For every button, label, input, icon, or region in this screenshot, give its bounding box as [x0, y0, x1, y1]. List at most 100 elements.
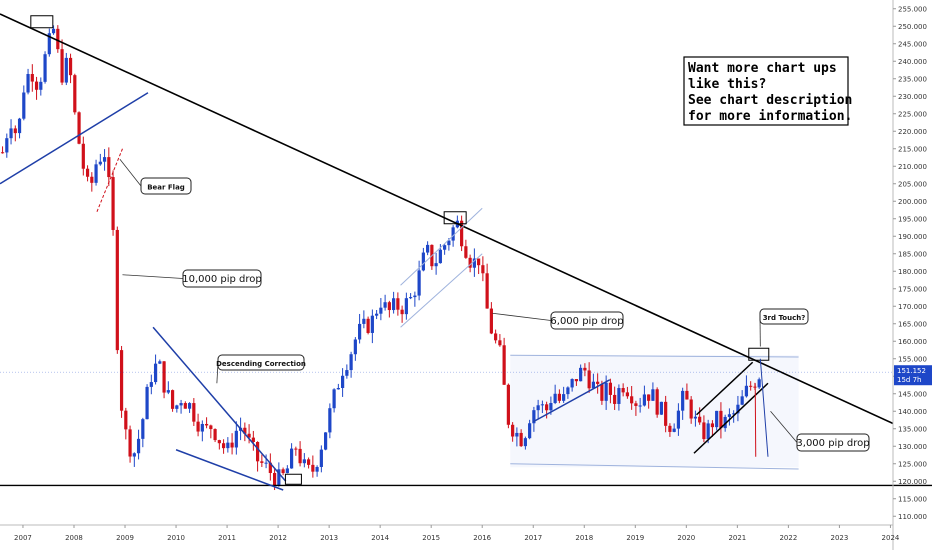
candle-body	[523, 438, 527, 447]
promo-line: Want more chart ups	[688, 61, 837, 76]
price-tick-label: 215.000	[898, 145, 927, 153]
candle-body	[170, 390, 175, 409]
candle-body	[43, 54, 47, 82]
time-tick-label: 2007	[14, 534, 32, 542]
candle-body	[528, 423, 532, 439]
time-tick-label: 2023	[831, 534, 849, 542]
candle-body	[183, 403, 187, 409]
candle-body	[540, 404, 544, 406]
candle-body	[119, 350, 124, 411]
candle-body	[22, 92, 26, 119]
pip-drop-10000-note-label: 10,000 pip drop	[182, 274, 262, 285]
pip-drop-3000-note-pointer	[770, 410, 798, 443]
candle-body	[30, 74, 34, 82]
candle-body	[56, 28, 60, 50]
candle-body	[519, 432, 523, 447]
candle-body	[579, 367, 583, 382]
candle-body	[409, 297, 413, 299]
candle-body	[204, 423, 209, 426]
time-tick-label: 2010	[167, 534, 185, 542]
red-projection-arrow	[754, 383, 757, 457]
candle-body	[358, 323, 362, 340]
bear-flag-note-pointer	[119, 159, 142, 187]
candle-body	[158, 361, 162, 364]
candle-body	[341, 375, 345, 388]
candle-body	[494, 333, 498, 341]
candle-body	[311, 464, 315, 472]
candle-body	[591, 381, 595, 389]
candle-body	[39, 81, 43, 90]
price-tick-label: 165.000	[898, 320, 927, 328]
candle-body	[600, 383, 604, 401]
range-box	[510, 355, 799, 468]
price-tick-label: 200.000	[898, 198, 927, 206]
candle-body	[566, 387, 570, 395]
bear-flag-note-box	[140, 177, 192, 195]
candle-body	[353, 339, 357, 355]
candle-body	[460, 220, 464, 247]
third-touch-note-box	[759, 308, 809, 325]
candle-body	[141, 419, 145, 439]
candle-body	[187, 403, 192, 409]
candle-body	[200, 423, 204, 432]
candle-body	[230, 442, 234, 448]
candle-body	[34, 81, 39, 90]
candle-body	[324, 432, 328, 450]
candle-body	[723, 416, 727, 429]
early-uptrend-line	[0, 92, 149, 185]
price-tick-label: 225.000	[898, 110, 927, 118]
candle-body	[81, 143, 85, 169]
candle-body	[438, 249, 442, 264]
time-tick-label: 2024	[882, 534, 900, 542]
candle-body	[51, 28, 56, 34]
time-tick-label: 2022	[779, 534, 797, 542]
price-tick-label: 220.000	[898, 128, 927, 136]
descending-lower-line	[175, 449, 284, 491]
candle-body	[668, 425, 672, 432]
touch-box-1	[30, 15, 54, 29]
candle-body	[404, 298, 408, 315]
candle-body	[693, 416, 698, 419]
candle-body	[85, 168, 90, 177]
candle-body	[468, 257, 472, 268]
candle-body	[115, 229, 119, 351]
range-top-line	[510, 354, 799, 358]
time-tick-label: 2019	[626, 534, 644, 542]
candle-body	[268, 462, 272, 473]
price-tick-label: 120.000	[898, 478, 927, 486]
price-tick-label: 210.000	[898, 163, 927, 171]
candle-body	[285, 468, 289, 474]
price-tick-label: 205.000	[898, 180, 927, 188]
touch-box-3	[748, 347, 770, 361]
candle-body	[73, 75, 77, 113]
candle-body	[485, 273, 489, 309]
time-tick-label: 2009	[116, 534, 134, 542]
last-price-label: 151.152	[897, 367, 926, 375]
candle-body	[434, 263, 438, 267]
candle-body	[294, 448, 298, 450]
pip-drop-6000-note-pointer	[492, 312, 552, 321]
price-tick-label: 145.000	[898, 390, 927, 398]
bear-flag-note-label: Bear Flag	[147, 184, 185, 192]
price-tick-label: 110.000	[898, 513, 927, 521]
candle-body	[587, 370, 591, 389]
candle-body	[515, 432, 519, 437]
candle-body	[13, 128, 17, 134]
price-tick-label: 245.000	[898, 40, 927, 48]
price-tick-label: 130.000	[898, 443, 927, 451]
candle-body	[502, 345, 506, 385]
long-downtrend-line	[0, 13, 894, 425]
candle-body	[489, 308, 493, 334]
candle-body	[685, 390, 689, 400]
candle-body	[124, 410, 128, 430]
price-tick-label: 250.000	[898, 23, 927, 31]
candle-body	[332, 389, 336, 409]
candle-body	[625, 392, 630, 397]
promo-line: See chart description	[688, 93, 852, 108]
candle-body	[443, 245, 447, 250]
pip-drop-3000-note-label: 3,000 pip drop	[796, 438, 869, 449]
candle-body	[166, 390, 170, 393]
time-tick-label: 2017	[524, 534, 542, 542]
pip-drop-10000-note-pointer	[122, 274, 184, 279]
candle-body	[302, 459, 306, 464]
